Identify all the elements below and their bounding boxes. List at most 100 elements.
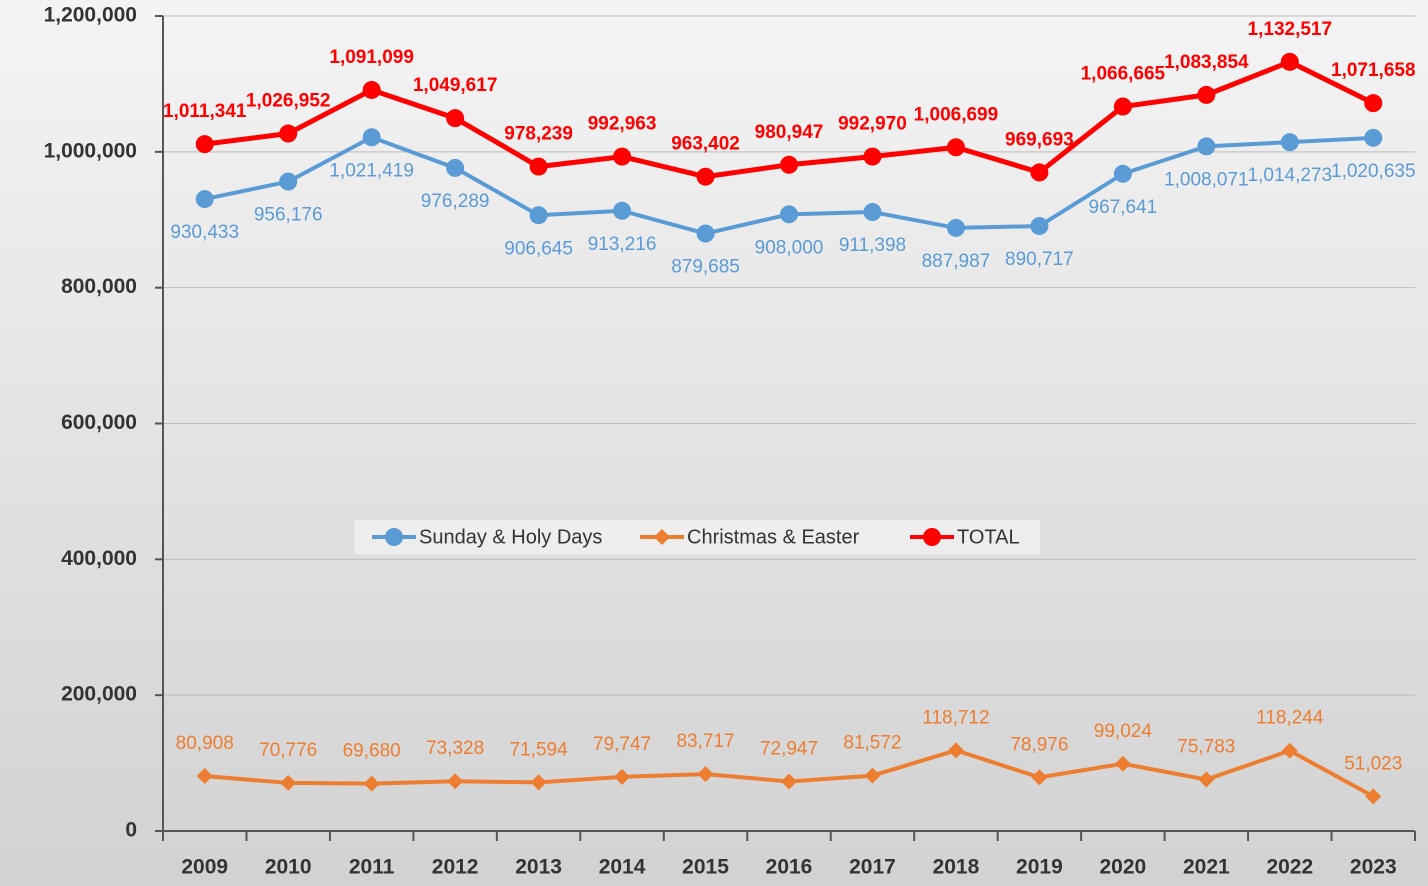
data-label: 976,289 [421, 191, 490, 212]
marker [1114, 755, 1131, 772]
data-label: 73,328 [426, 738, 484, 759]
marker [446, 158, 465, 177]
marker [863, 203, 882, 222]
data-label: 930,433 [170, 222, 239, 243]
data-label: 80,908 [176, 733, 234, 754]
legend-label: Christmas & Easter [687, 526, 860, 548]
data-label: 1,132,517 [1248, 19, 1333, 40]
marker [1030, 163, 1049, 182]
marker [654, 529, 670, 545]
x-tick-label: 2023 [1350, 856, 1397, 879]
marker [529, 206, 548, 225]
marker [923, 528, 941, 546]
marker [696, 224, 715, 243]
x-tick-label: 2010 [265, 856, 312, 879]
data-label: 1,049,617 [413, 75, 498, 96]
data-label: 118,712 [922, 707, 989, 728]
x-tick-label: 2021 [1183, 856, 1230, 879]
data-label: 967,641 [1089, 197, 1158, 218]
data-label: 879,685 [671, 257, 740, 278]
data-label: 913,216 [588, 234, 657, 255]
data-label: 1,008,071 [1164, 169, 1249, 190]
marker [362, 128, 381, 147]
data-label: 890,717 [1005, 249, 1074, 270]
marker [1281, 742, 1298, 759]
legend-label: TOTAL [957, 526, 1020, 548]
marker [446, 109, 465, 128]
data-label: 1,014,273 [1248, 165, 1333, 186]
marker [362, 80, 381, 99]
marker [614, 768, 631, 785]
marker [613, 201, 632, 220]
data-label: 70,776 [259, 740, 317, 761]
marker [946, 218, 965, 237]
data-label: 1,083,854 [1164, 52, 1249, 73]
y-tick-label: 800,000 [61, 275, 137, 298]
marker [780, 155, 798, 174]
data-label: 911,398 [839, 235, 906, 256]
data-label: 72,947 [760, 738, 818, 759]
marker [696, 167, 715, 186]
marker [1030, 217, 1049, 236]
data-label: 1,091,099 [329, 47, 414, 68]
marker [1113, 164, 1132, 183]
marker [1280, 52, 1299, 71]
data-label: 1,026,952 [246, 91, 331, 112]
data-label: 69,680 [343, 741, 401, 762]
data-label: 99,024 [1094, 721, 1153, 742]
marker [529, 157, 548, 176]
marker [279, 172, 298, 191]
data-label: 71,594 [510, 739, 569, 760]
x-tick-label: 2020 [1100, 856, 1147, 879]
marker [385, 528, 403, 546]
marker [863, 147, 882, 166]
marker [697, 766, 714, 783]
marker [196, 768, 213, 785]
marker [613, 147, 632, 166]
marker [447, 773, 464, 790]
data-label: 75,783 [1177, 737, 1235, 758]
data-label: 1,066,665 [1081, 64, 1166, 85]
legend: Sunday & Holy Days Christmas & Easter TOTA… [355, 520, 1040, 554]
x-tick-label: 2013 [515, 856, 562, 879]
marker [1364, 94, 1383, 113]
marker [1198, 771, 1215, 788]
data-label: 992,970 [838, 114, 907, 135]
marker [1197, 85, 1216, 104]
data-label: 1,021,419 [329, 160, 414, 181]
y-tick-label: 400,000 [61, 547, 137, 570]
x-tick-label: 2016 [766, 856, 813, 879]
y-tick-label: 1,000,000 [44, 139, 137, 162]
y-tick-label: 200,000 [61, 683, 137, 706]
marker [280, 774, 297, 791]
marker [946, 138, 965, 157]
data-label: 978,239 [504, 124, 573, 145]
y-tick-label: 600,000 [61, 411, 137, 434]
data-label: 1,011,341 [163, 101, 247, 122]
data-label: 1,071,658 [1331, 60, 1416, 81]
marker [947, 742, 964, 759]
data-label: 963,402 [671, 134, 740, 155]
data-label: 118,244 [1256, 708, 1324, 729]
data-label: 908,000 [755, 237, 824, 258]
data-label: 1,006,699 [914, 104, 999, 125]
x-tick-label: 2009 [181, 856, 228, 879]
data-label: 83,717 [676, 731, 734, 752]
marker [363, 775, 380, 792]
x-tick-label: 2017 [849, 856, 896, 879]
data-label: 79,747 [593, 734, 651, 755]
data-label: 1,020,635 [1331, 161, 1416, 182]
marker [1365, 788, 1382, 805]
x-tick-label: 2022 [1266, 856, 1313, 879]
x-tick-label: 2019 [1016, 856, 1063, 879]
data-label: 980,947 [755, 122, 824, 143]
marker [781, 773, 797, 790]
y-tick-label: 0 [125, 819, 137, 842]
data-label: 78,976 [1010, 734, 1068, 755]
marker [195, 135, 214, 154]
x-tick-label: 2015 [682, 856, 729, 879]
marker [864, 767, 881, 784]
marker [1364, 128, 1383, 147]
